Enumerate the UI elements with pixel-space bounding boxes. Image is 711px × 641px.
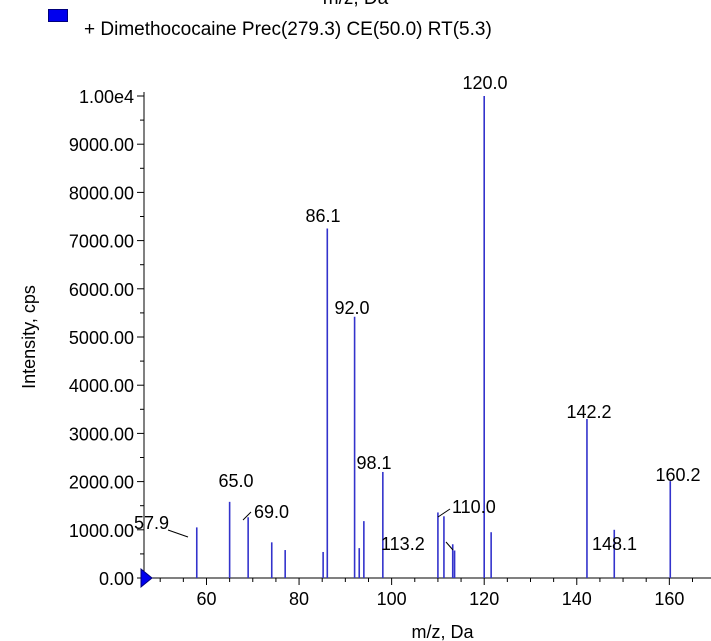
y-tick-label: 6000.00 bbox=[69, 280, 134, 300]
y-tick-label: 5000.00 bbox=[69, 328, 134, 348]
peak-label: 92.0 bbox=[334, 298, 369, 318]
y-tick-label: 0.00 bbox=[99, 569, 134, 589]
peak-label-leader bbox=[167, 529, 189, 538]
peak-label: 110.0 bbox=[452, 497, 496, 517]
y-tick-label: 3000.00 bbox=[69, 424, 134, 444]
cutoff-axis-title: m/z, Da bbox=[0, 0, 711, 10]
legend-swatch bbox=[48, 9, 68, 22]
y-tick-label: 9000.00 bbox=[69, 135, 134, 155]
peak-label-leader bbox=[445, 541, 454, 551]
peak-label-leader bbox=[242, 511, 252, 521]
peak-label: 160.2 bbox=[655, 465, 700, 485]
y-tick-label: 4000.00 bbox=[69, 376, 134, 396]
peak-label: 98.1 bbox=[356, 453, 391, 473]
peak-label: 86.1 bbox=[305, 206, 340, 226]
legend-label: + Dimethococaine Prec(279.3) CE(50.0) RT… bbox=[84, 19, 492, 40]
peak-label: 65.0 bbox=[218, 471, 253, 491]
peak-label: 57.9 bbox=[134, 513, 169, 533]
peak-label: 148.1 bbox=[592, 534, 637, 554]
peak-label: 113.2 bbox=[381, 534, 425, 554]
y-tick-label: 8000.00 bbox=[69, 183, 134, 203]
x-tick-label: 160 bbox=[654, 589, 684, 609]
x-tick-label: 100 bbox=[377, 589, 407, 609]
x-tick-label: 120 bbox=[469, 589, 499, 609]
x-tick-label: 80 bbox=[289, 589, 309, 609]
peak-label-leader bbox=[437, 508, 451, 518]
x-tick-label: 140 bbox=[562, 589, 592, 609]
y-tick-label: 7000.00 bbox=[69, 232, 134, 252]
y-tick-label: 2000.00 bbox=[69, 473, 134, 493]
y-tick-label: 1000.00 bbox=[69, 521, 134, 541]
y-tick-label: 1.00e4 bbox=[79, 87, 134, 107]
y-axis-title: Intensity, cps bbox=[19, 285, 39, 389]
peak-label: 69.0 bbox=[254, 502, 289, 522]
x-axis-title: m/z, Da bbox=[411, 622, 474, 641]
baseline-marker bbox=[140, 567, 153, 589]
peak-label: 120.0 bbox=[462, 73, 507, 93]
x-tick-label: 60 bbox=[196, 589, 216, 609]
peak-label: 142.2 bbox=[566, 402, 611, 422]
